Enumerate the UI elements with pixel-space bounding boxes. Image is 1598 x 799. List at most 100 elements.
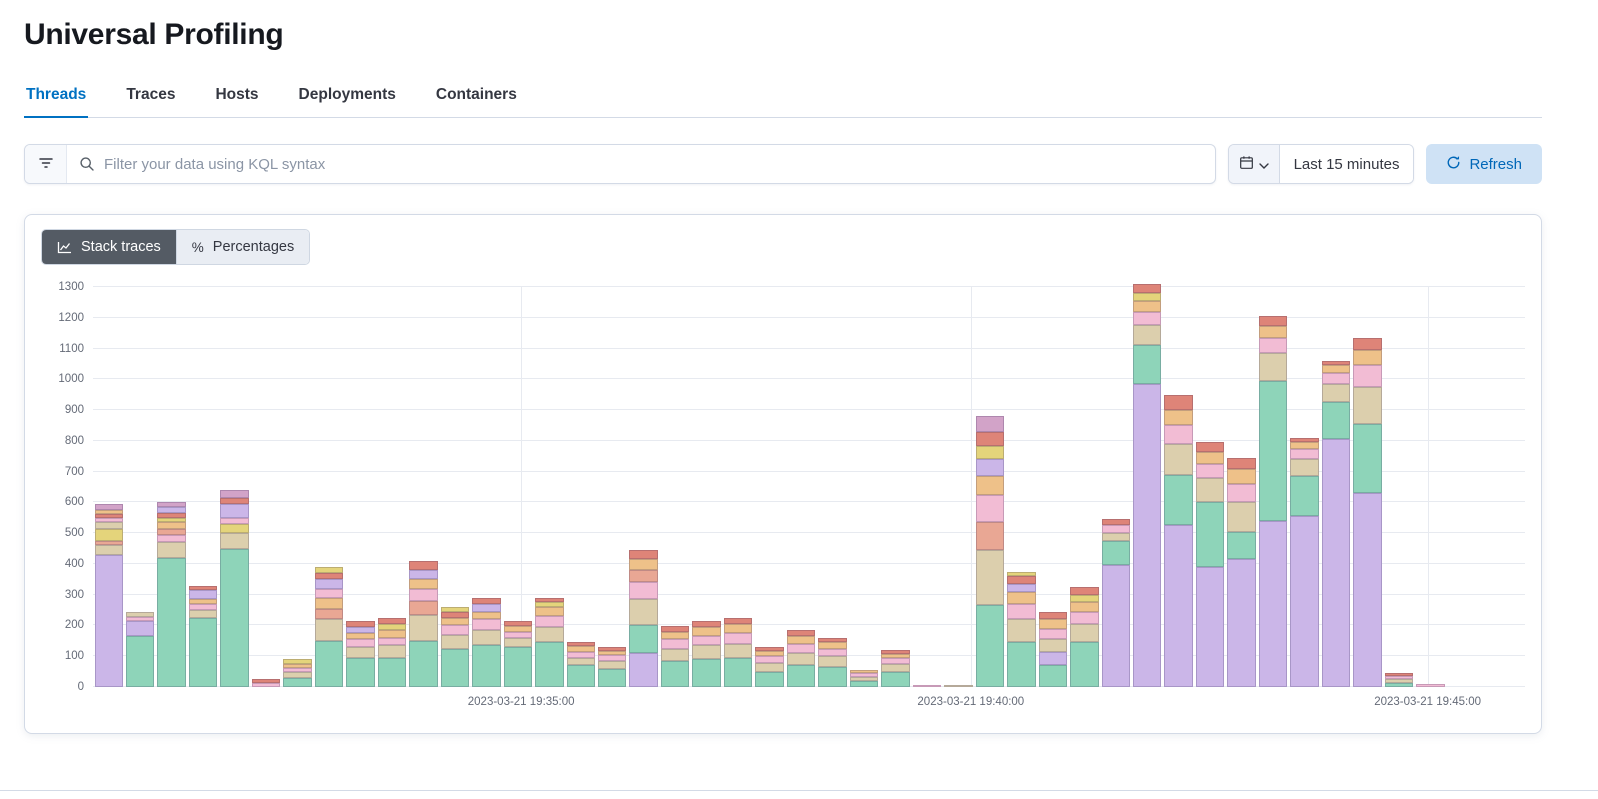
bar-segment — [314, 619, 344, 641]
bar-segment — [1007, 642, 1036, 687]
toggle-percentages[interactable]: % Percentages — [175, 230, 310, 264]
bar — [1320, 360, 1351, 687]
bar-segment — [472, 603, 501, 612]
bar-segment — [975, 445, 1005, 460]
bar-segment — [346, 633, 375, 640]
tab-traces[interactable]: Traces — [124, 78, 177, 118]
bar-segment — [944, 684, 973, 687]
bar-segment — [723, 657, 753, 687]
bar-segment — [692, 627, 721, 637]
bar — [943, 684, 974, 687]
bar-segment — [975, 476, 1005, 495]
bar-segment — [94, 528, 123, 541]
bar-segment — [1132, 345, 1162, 384]
y-tick-label: 400 — [64, 557, 84, 570]
h-gridline — [93, 624, 1525, 626]
search-input[interactable] — [104, 155, 1203, 173]
h-gridline — [93, 593, 1525, 595]
bar — [156, 502, 187, 687]
bar-segment — [912, 684, 942, 687]
bar-segment — [251, 683, 281, 687]
time-range-button[interactable]: Last 15 minutes — [1279, 145, 1414, 183]
bar-segment — [598, 660, 627, 669]
bar-segment — [975, 605, 1005, 687]
bar-segment — [660, 625, 690, 632]
bar-segment — [975, 431, 1005, 446]
bar-segment — [1101, 519, 1130, 526]
bar-segment — [660, 660, 690, 687]
bar-segment — [1132, 311, 1162, 326]
bar-segment — [220, 517, 249, 524]
bar-segment — [1038, 628, 1068, 640]
bar-segment — [535, 627, 564, 643]
bar — [785, 630, 816, 687]
bar-segment — [1258, 337, 1288, 354]
bar-segment — [975, 522, 1005, 551]
tab-threads[interactable]: Threads — [24, 78, 89, 118]
bar-segment — [1101, 540, 1130, 566]
bar — [659, 625, 690, 687]
v-gridline — [1427, 287, 1429, 687]
bar-segment — [1195, 567, 1225, 687]
chart-panel: Stack traces% Percentages 0 100 200 300 400 50… — [24, 214, 1542, 734]
bar-segment — [1007, 583, 1036, 592]
bar — [1226, 457, 1257, 687]
bar-segment — [503, 620, 533, 626]
bar — [376, 617, 407, 687]
bar-segment — [346, 657, 375, 687]
bar-segment — [566, 642, 595, 647]
tab-deployments[interactable]: Deployments — [297, 78, 398, 118]
bar-segment — [566, 651, 595, 658]
tab-hosts[interactable]: Hosts — [213, 78, 260, 118]
x-tick-label: 2023-03-21 19:45:00 — [1374, 696, 1482, 708]
bar-segment — [472, 630, 501, 646]
bar-segment — [1007, 591, 1036, 604]
bar-segment — [220, 548, 249, 687]
h-gridline — [93, 378, 1525, 380]
y-tick-label: 1200 — [58, 311, 84, 324]
bar-segment — [1101, 525, 1130, 534]
bar — [439, 607, 470, 687]
bar-segment — [692, 636, 721, 646]
bar — [345, 620, 376, 687]
refresh-button[interactable]: Refresh — [1426, 144, 1542, 184]
bar-segment — [314, 588, 344, 598]
bar-segment — [1132, 283, 1162, 294]
page-title: Universal Profiling — [24, 18, 284, 51]
bar-segment — [598, 655, 627, 661]
bar-segment — [157, 513, 186, 518]
h-gridline — [93, 316, 1525, 318]
bar-segment — [1227, 457, 1256, 469]
h-gridline — [93, 470, 1525, 472]
bar-segment — [755, 650, 784, 657]
bar-segment — [472, 619, 501, 631]
bar-segment — [755, 671, 784, 687]
bar-segment — [881, 672, 910, 687]
bar-segment — [377, 630, 407, 638]
bar-segment — [1353, 387, 1382, 424]
bar-segment — [220, 497, 249, 504]
plot-area[interactable] — [93, 283, 1525, 687]
filter-button[interactable] — [25, 145, 67, 183]
bar-segment — [409, 614, 438, 641]
bar-segment — [188, 617, 218, 687]
bar-segment — [94, 554, 123, 687]
toggle-stack-traces[interactable]: Stack traces — [42, 230, 176, 264]
bar-segment — [188, 610, 218, 618]
tab-containers[interactable]: Containers — [434, 78, 519, 118]
bar-segment — [660, 648, 690, 661]
bar-segment — [629, 599, 658, 626]
bar — [219, 490, 250, 687]
bar-segment — [157, 557, 186, 687]
bar — [1037, 611, 1068, 687]
bar-segment — [535, 642, 564, 687]
bar-segment — [1290, 516, 1319, 687]
bar-segment — [314, 573, 344, 580]
bar-segment — [157, 534, 186, 543]
bar-segment — [1195, 442, 1225, 452]
percent-icon: % — [191, 239, 204, 255]
bar-segment — [157, 528, 186, 535]
quick-select-button[interactable] — [1228, 145, 1280, 183]
bar — [1383, 673, 1414, 687]
bar-segment — [188, 603, 218, 611]
